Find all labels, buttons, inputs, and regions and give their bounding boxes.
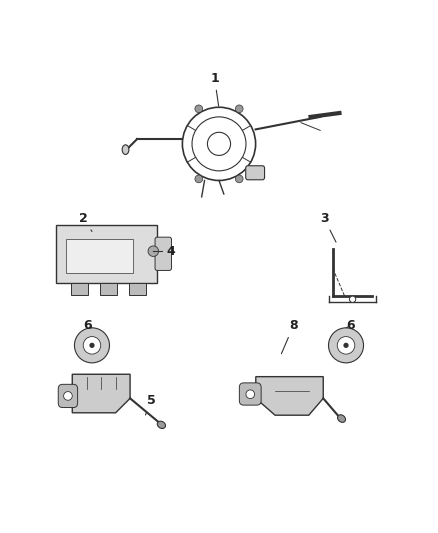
Ellipse shape xyxy=(122,145,129,155)
FancyBboxPatch shape xyxy=(246,166,265,180)
Circle shape xyxy=(328,328,364,363)
FancyBboxPatch shape xyxy=(66,239,133,273)
Text: 5: 5 xyxy=(145,393,155,415)
Text: 1: 1 xyxy=(210,71,219,106)
Circle shape xyxy=(83,336,101,354)
Text: 4: 4 xyxy=(166,245,175,257)
Circle shape xyxy=(235,105,243,112)
Circle shape xyxy=(246,390,254,399)
Circle shape xyxy=(343,343,349,348)
Text: 2: 2 xyxy=(79,212,92,231)
Polygon shape xyxy=(72,374,130,413)
Circle shape xyxy=(337,336,355,354)
Circle shape xyxy=(64,392,72,400)
Text: 3: 3 xyxy=(320,212,336,242)
FancyBboxPatch shape xyxy=(155,237,171,270)
Circle shape xyxy=(195,175,203,183)
FancyBboxPatch shape xyxy=(58,384,78,408)
FancyBboxPatch shape xyxy=(71,282,88,295)
FancyBboxPatch shape xyxy=(56,225,157,282)
Ellipse shape xyxy=(157,421,166,429)
Text: 8: 8 xyxy=(281,319,298,354)
FancyBboxPatch shape xyxy=(239,383,261,405)
FancyBboxPatch shape xyxy=(100,282,117,295)
Circle shape xyxy=(195,105,203,112)
Polygon shape xyxy=(256,377,323,415)
Text: 6: 6 xyxy=(346,319,355,332)
Circle shape xyxy=(89,343,95,348)
FancyBboxPatch shape xyxy=(129,282,146,295)
Circle shape xyxy=(148,246,159,256)
Circle shape xyxy=(235,175,243,183)
Ellipse shape xyxy=(338,415,346,422)
Circle shape xyxy=(74,328,110,363)
Circle shape xyxy=(350,296,356,302)
Text: 6: 6 xyxy=(83,319,92,332)
